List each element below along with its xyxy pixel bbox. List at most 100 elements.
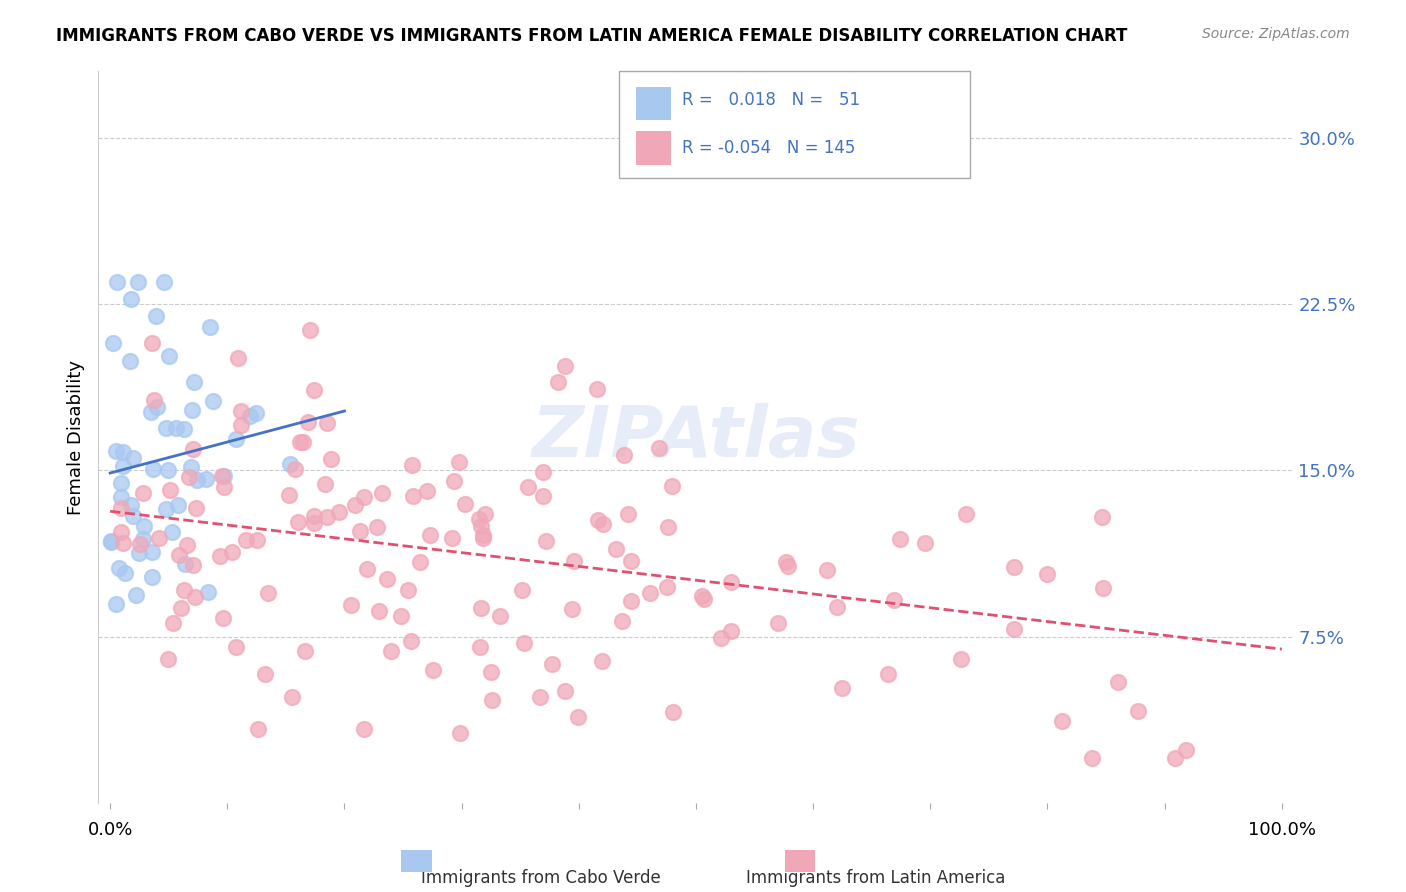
Point (221, 544, 243, 558)
Point (536, 533, 558, 548)
Point (184, 590, 207, 604)
Point (128, 537, 150, 551)
Point (529, 690, 551, 705)
Point (100, 535, 122, 549)
Point (319, 451, 342, 466)
Point (510, 582, 533, 597)
Point (128, 546, 150, 560)
Point (662, 705, 685, 719)
Point (401, 633, 423, 648)
Point (860, 153, 883, 167)
Text: R = -0.054   N = 145: R = -0.054 N = 145 (682, 139, 855, 157)
Point (720, 574, 742, 589)
Point (284, 462, 307, 476)
Point (121, 451, 143, 466)
Point (368, 604, 391, 618)
Point (143, 393, 166, 408)
Point (768, 616, 790, 631)
Point (176, 537, 198, 551)
Text: 100.0%: 100.0% (1247, 821, 1316, 839)
Point (343, 498, 366, 512)
Point (105, 275, 128, 289)
Point (479, 665, 502, 679)
Text: IMMIGRANTS FROM CABO VERDE VS IMMIGRANTS FROM LATIN AMERICA FEMALE DISABILITY CO: IMMIGRANTS FROM CABO VERDE VS IMMIGRANTS… (56, 27, 1128, 45)
Point (111, 536, 134, 550)
Point (1004, 622, 1026, 636)
Point (299, 323, 322, 337)
Point (468, 640, 491, 655)
Point (141, 570, 163, 584)
Point (661, 479, 683, 493)
Point (389, 608, 412, 623)
Point (443, 474, 465, 488)
Point (120, 498, 142, 512)
Point (955, 507, 977, 521)
Text: R =   0.018   N =   51: R = 0.018 N = 51 (682, 91, 860, 109)
Point (209, 549, 232, 564)
Point (472, 531, 495, 545)
Point (142, 462, 165, 476)
Text: ZIPAtlas: ZIPAtlas (531, 402, 860, 472)
Point (1002, 560, 1025, 574)
Point (124, 588, 146, 602)
Point (110, 490, 132, 504)
Point (610, 614, 633, 628)
Y-axis label: Female Disability: Female Disability (66, 359, 84, 515)
Point (474, 508, 496, 522)
Point (225, 433, 247, 447)
Point (776, 558, 799, 573)
Point (246, 533, 269, 547)
Point (167, 548, 190, 562)
Point (831, 681, 853, 696)
Point (180, 460, 202, 475)
Point (371, 486, 394, 500)
Text: Immigrants from Latin America: Immigrants from Latin America (745, 869, 1005, 887)
Point (247, 722, 270, 736)
Point (377, 572, 399, 586)
Point (356, 562, 378, 576)
Point (110, 501, 132, 516)
Point (380, 644, 402, 658)
Point (235, 533, 257, 547)
Point (396, 583, 419, 598)
Point (422, 663, 444, 677)
Point (825, 599, 848, 614)
Point (157, 349, 180, 363)
Point (183, 376, 205, 390)
Point (173, 583, 195, 598)
Point (304, 516, 326, 530)
Point (470, 601, 492, 615)
Point (302, 508, 325, 523)
Point (200, 320, 222, 334)
Point (876, 667, 898, 681)
Point (638, 586, 661, 600)
Point (156, 463, 179, 477)
Point (415, 484, 437, 499)
Point (211, 468, 233, 483)
Point (657, 519, 679, 533)
Point (470, 519, 492, 533)
Point (194, 472, 217, 486)
Point (586, 513, 609, 527)
Point (531, 489, 554, 503)
Point (181, 558, 204, 572)
Point (120, 292, 142, 306)
Point (950, 652, 973, 666)
Point (101, 336, 124, 351)
Point (316, 416, 339, 430)
Point (281, 690, 304, 705)
Point (481, 693, 503, 707)
Point (197, 585, 219, 599)
Point (231, 417, 253, 432)
Point (239, 409, 262, 423)
Point (181, 403, 204, 417)
Point (1036, 567, 1059, 582)
Point (1081, 751, 1104, 765)
Point (302, 383, 325, 397)
Point (561, 601, 583, 615)
Point (401, 458, 423, 473)
Text: 0.0%: 0.0% (87, 821, 132, 839)
Point (554, 683, 576, 698)
Point (472, 528, 495, 542)
Point (110, 475, 132, 490)
